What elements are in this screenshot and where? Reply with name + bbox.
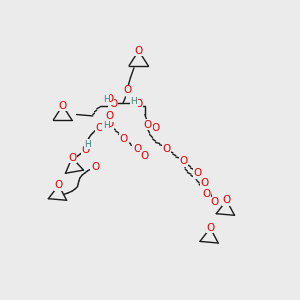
Text: O: O (82, 145, 90, 155)
Text: O: O (162, 144, 171, 154)
Text: H: H (84, 140, 91, 148)
Text: H: H (103, 95, 110, 104)
Text: O: O (133, 144, 141, 154)
Text: O: O (202, 188, 210, 199)
Text: O: O (55, 180, 63, 190)
Text: O: O (106, 94, 114, 104)
Text: O: O (206, 223, 214, 233)
Text: H: H (130, 97, 137, 106)
Text: O: O (91, 162, 99, 172)
Text: O: O (96, 123, 104, 134)
Text: H: H (103, 121, 110, 130)
Text: O: O (134, 99, 143, 110)
Text: O: O (152, 123, 160, 134)
Text: O: O (193, 168, 202, 178)
Text: O: O (123, 85, 131, 95)
Text: O: O (179, 156, 188, 166)
Text: O: O (200, 178, 208, 188)
Text: O: O (211, 197, 219, 207)
Text: O: O (222, 195, 231, 205)
Text: O: O (120, 134, 128, 145)
Text: O: O (105, 119, 113, 129)
Text: O: O (141, 151, 149, 161)
Text: O: O (68, 153, 76, 163)
Text: O: O (58, 100, 67, 111)
Text: O: O (109, 99, 117, 110)
Text: O: O (105, 111, 113, 122)
Text: O: O (144, 120, 152, 130)
Text: O: O (134, 46, 143, 56)
